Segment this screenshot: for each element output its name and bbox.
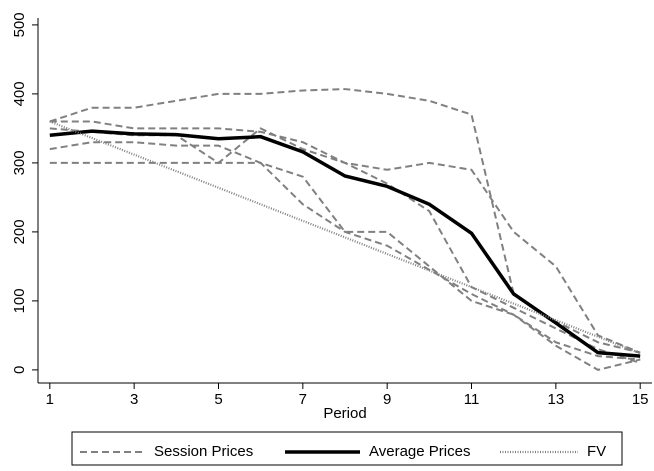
x-tick-label: 5: [214, 391, 222, 408]
series-line: [49, 161, 641, 371]
x-tick-label: 15: [632, 391, 649, 408]
series-line: [49, 141, 641, 361]
series-line: [49, 88, 641, 354]
legend-label: Average Prices: [369, 443, 470, 460]
x-tick-label: 3: [130, 391, 138, 408]
x-tick-label: 11: [464, 391, 480, 408]
y-tick-label: 300: [11, 150, 28, 175]
y-tick-label: 400: [11, 81, 28, 106]
x-tick-label: 9: [383, 391, 391, 408]
x-tick-label: 7: [299, 391, 307, 408]
series-line: [49, 127, 641, 364]
y-tick-label: 0: [11, 366, 28, 374]
legend-label: FV: [587, 443, 606, 460]
legend: [71, 431, 623, 466]
x-axis-label: Period: [323, 405, 366, 422]
y-tick-label: 200: [11, 219, 28, 244]
series-line: [49, 120, 641, 355]
series-line: [49, 129, 641, 358]
legend-label: Session Prices: [154, 443, 253, 460]
x-tick-label: 13: [548, 391, 565, 408]
y-tick-label: 100: [11, 288, 28, 313]
x-tick-label: 1: [46, 391, 54, 408]
y-tick-label: 500: [11, 12, 28, 37]
